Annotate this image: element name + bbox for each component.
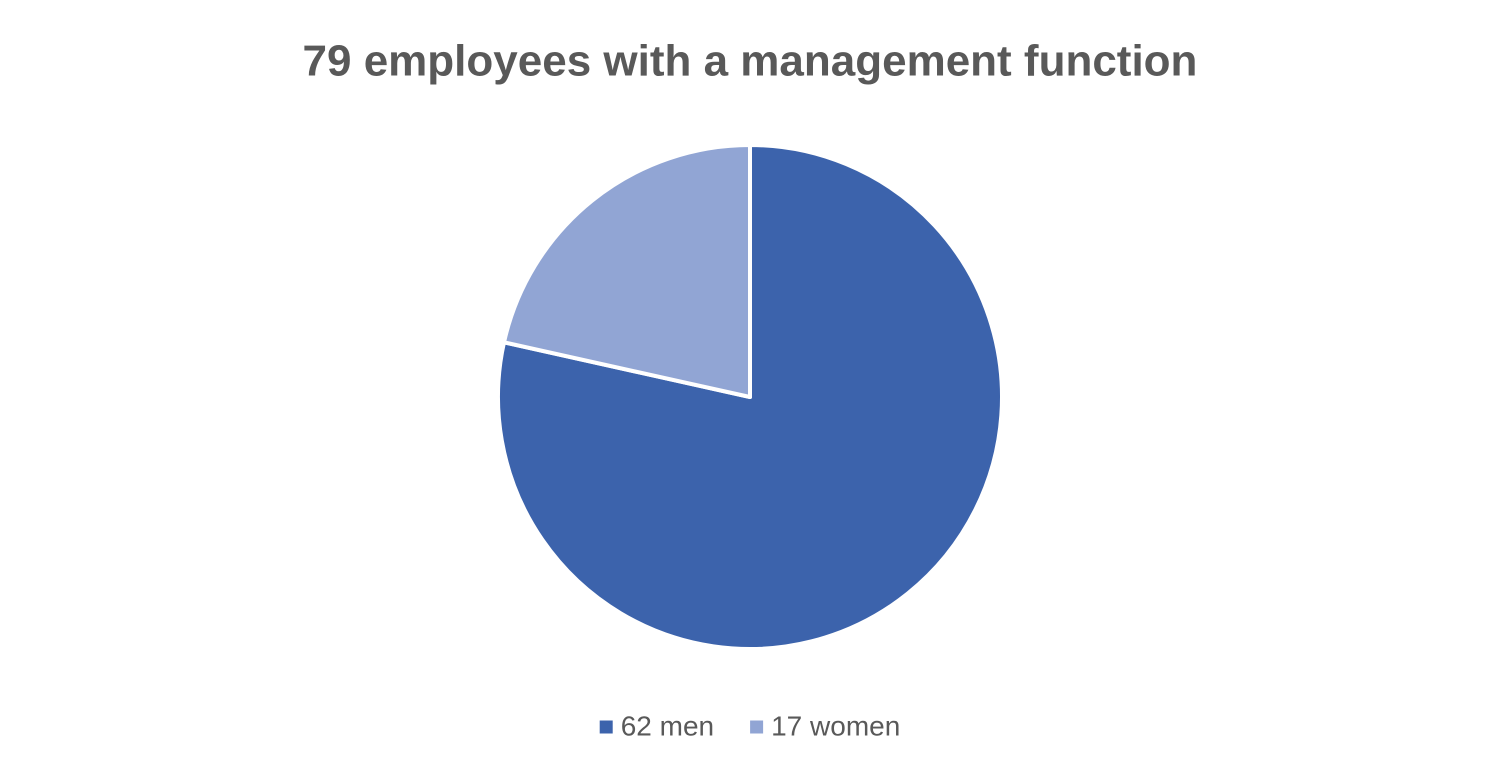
legend-label: 17 women xyxy=(771,710,900,741)
legend-swatch xyxy=(599,720,613,734)
pie-slice xyxy=(502,143,752,399)
legend-swatch xyxy=(750,720,764,734)
legend-label: 62 men xyxy=(621,710,714,741)
chart-title: 79 employees with a management function xyxy=(303,37,1198,86)
